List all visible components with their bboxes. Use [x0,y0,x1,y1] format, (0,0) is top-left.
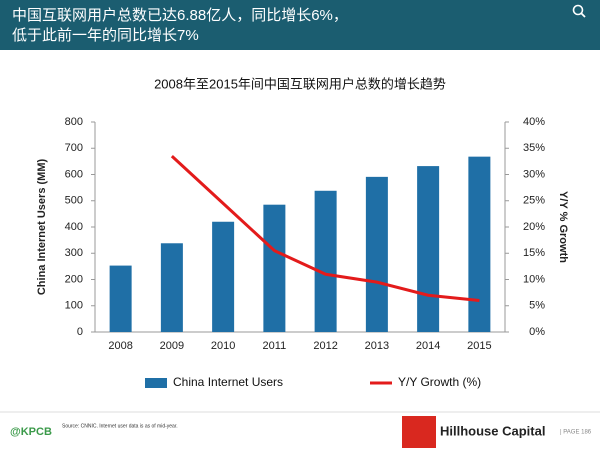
bar [263,204,286,332]
footer-handle: @KPCB [10,426,52,438]
y2-tick-label: 35% [523,142,545,154]
y-axis-label: China Internet Users (MM) [36,159,48,296]
y2-tick-label: 10% [523,273,545,285]
x-tick-label: 2014 [416,340,440,352]
x-tick-label: 2010 [211,340,235,352]
y2-tick-label: 30% [523,168,545,180]
y2-tick-label: 20% [523,221,545,233]
x-tick-label: 2013 [365,340,389,352]
header-line: 中国互联网用户总数已达6.88亿人，同比增长6%， [12,7,348,24]
bar [314,190,337,332]
bar [365,176,388,332]
y-tick-label: 700 [65,142,83,154]
bar [468,156,491,332]
header-line: 低于此前一年的同比增长7% [12,27,199,44]
y-tick-label: 200 [65,273,83,285]
y-tick-label: 300 [65,247,83,259]
bar [109,265,132,332]
y2-tick-label: 15% [523,247,545,259]
brand-logo [402,416,436,448]
y2-tick-label: 25% [523,195,545,207]
bar [417,166,440,332]
header-banner [0,0,600,50]
y2-tick-label: 0% [529,326,545,338]
x-tick-label: 2015 [467,340,491,352]
x-tick-label: 2009 [160,340,184,352]
y-tick-label: 100 [65,300,83,312]
y-tick-label: 500 [65,195,83,207]
y-tick-label: 0 [77,326,83,338]
chart-title: 2008年至2015年间中国互联网用户总数的增长趋势 [154,76,446,91]
x-tick-label: 2012 [313,340,337,352]
footer-source: Source: CNNIC. Internet user data is as … [62,423,178,429]
y-tick-label: 400 [65,221,83,233]
x-tick-label: 2008 [108,340,132,352]
legend-label: Y/Y Growth (%) [398,375,481,389]
page-number: | PAGE 186 [560,430,592,436]
y2-tick-label: 5% [529,300,545,312]
bar [212,221,235,332]
y2-axis-label: Y/Y % Growth [557,191,569,263]
bar [160,243,183,332]
y-tick-label: 600 [65,168,83,180]
growth-line [170,155,480,302]
legend-swatch [145,378,167,388]
brand-name: Hillhouse Capital [440,423,545,438]
search-icon[interactable] [572,4,586,18]
x-tick-label: 2011 [263,340,287,352]
y-tick-label: 800 [65,116,83,128]
y2-tick-label: 40% [523,116,545,128]
legend-label: China Internet Users [173,375,283,389]
